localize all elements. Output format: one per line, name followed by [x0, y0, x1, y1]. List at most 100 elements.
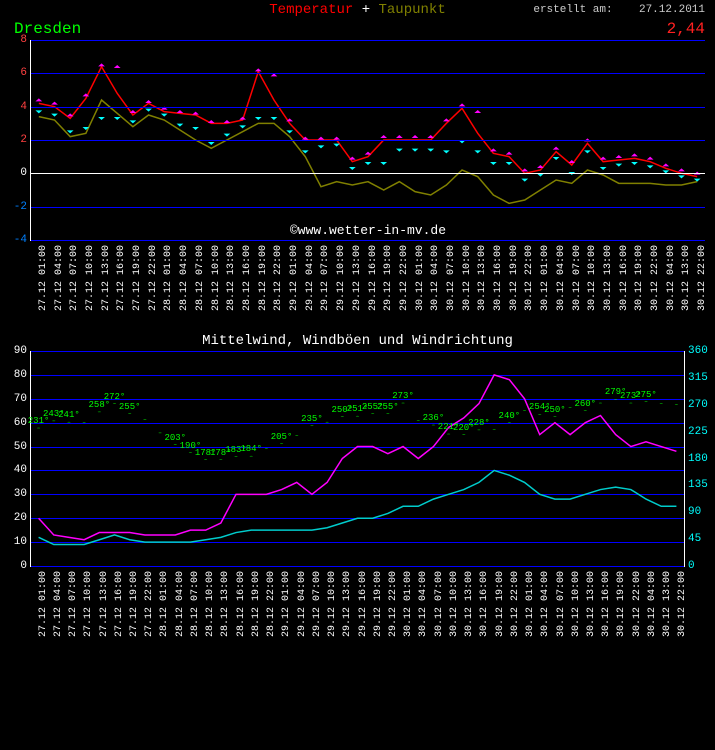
x-tick-label: 28.12 19:00 [251, 571, 262, 637]
x-tick-label: 30.12 13:00 [586, 571, 597, 637]
y-left-tick-label: 10 [3, 536, 31, 548]
x-tick-label: 29.12 07:00 [320, 245, 331, 311]
x-tick-label: 29.12 19:00 [373, 571, 384, 637]
x-tick-label: 29.12 04:00 [297, 571, 308, 637]
y-right-tick-label: 270 [684, 399, 715, 411]
y-left-tick-label: 30 [3, 488, 31, 500]
x-tick-label: 28.12 07:00 [190, 571, 201, 637]
gridline [31, 107, 705, 108]
x-tick-label: 30.12 16:00 [493, 245, 504, 311]
x-tick-label: 29.12 10:00 [336, 245, 347, 311]
y-left-tick-label: 40 [3, 464, 31, 476]
x-tick-label: 28.12 10:00 [211, 245, 222, 311]
x-tick-label: 29.12 13:00 [342, 571, 353, 637]
x-tick-label: 29.12 07:00 [312, 571, 323, 637]
x-tick-label: 29.12 04:00 [305, 245, 316, 311]
x-tick-label: 29.12 01:00 [289, 245, 300, 311]
y-right-tick-label: 315 [684, 372, 715, 384]
x-tick-label: 27.12 16:00 [116, 245, 127, 311]
x-tick-label: 30.12 04:00 [647, 571, 658, 637]
x-tick-label: 27.12 04:00 [53, 571, 64, 637]
x-tick-label: 30.12 13:00 [681, 245, 692, 311]
y-right-tick-label: 225 [684, 426, 715, 438]
plus-sign: + [362, 2, 370, 18]
x-tick-label: 30.12 04:00 [666, 245, 677, 311]
x-tick-label: 28.12 07:00 [195, 245, 206, 311]
x-tick-label: 27.12 01:00 [38, 245, 49, 311]
title-row: Temperatur + Taupunkt [269, 2, 445, 18]
x-tick-label: 27.12 01:00 [38, 571, 49, 637]
x-tick-label: 30.12 16:00 [619, 245, 630, 311]
x-tick-label: 30.12 13:00 [603, 245, 614, 311]
x-tick-label: 30.12 16:00 [601, 571, 612, 637]
x-tick-label: 30.12 07:00 [556, 571, 567, 637]
x-tick-label: 30.12 22:00 [524, 245, 535, 311]
x-tick-label: 30.12 07:00 [446, 245, 457, 311]
x-tick-label: 27.12 13:00 [99, 571, 110, 637]
x-tick-label: 29.12 19:00 [383, 245, 394, 311]
created-info: erstellt am: 27.12.2011 [533, 4, 705, 16]
x-tick-label: 29.12 13:00 [352, 245, 363, 311]
x-tick-label: 30.12 04:00 [430, 245, 441, 311]
wind-chart: 0102030405060708090045901351802252703153… [30, 351, 685, 567]
y-left-tick-label: 0 [3, 560, 31, 572]
x-tick-label: 29.12 16:00 [358, 571, 369, 637]
x-tick-label: 27.12 04:00 [54, 245, 65, 311]
y-right-tick-label: 360 [684, 345, 715, 357]
x-tick-label: 30.12 07:00 [572, 245, 583, 311]
y-right-tick-label: 45 [684, 533, 715, 545]
x-tick-label: 27.12 22:00 [144, 571, 155, 637]
chart1-area: ©www.wetter-in-mv.de -4-202468 27.12 01:… [0, 40, 715, 321]
temperature-label: Temperatur [269, 2, 353, 18]
y-left-tick-label: 60 [3, 417, 31, 429]
y-tick-label: -4 [3, 234, 31, 246]
x-tick-label: 30.12 22:00 [677, 571, 688, 637]
x-tick-label: 30.12 22:00 [650, 245, 661, 311]
x-tick-label: 29.12 10:00 [327, 571, 338, 637]
created-date: 27.12.2011 [639, 4, 705, 16]
y-tick-label: 2 [3, 134, 31, 146]
x-tick-label: 29.12 22:00 [399, 245, 410, 311]
gridline [31, 207, 705, 208]
weather-chart-container: Temperatur + Taupunkt erstellt am: 27.12… [0, 0, 715, 750]
x-tick-label: 30.12 10:00 [571, 571, 582, 637]
x-tick-label: 30.12 19:00 [495, 571, 506, 637]
chart2-xaxis: 27.12 01:0027.12 04:0027.12 07:0027.12 1… [30, 567, 685, 647]
x-tick-label: 30.12 04:00 [540, 571, 551, 637]
temperature-chart: ©www.wetter-in-mv.de -4-202468 [30, 40, 705, 241]
x-tick-label: 30.12 01:00 [540, 245, 551, 311]
x-tick-label: 30.12 13:00 [464, 571, 475, 637]
x-tick-label: 28.12 16:00 [236, 571, 247, 637]
chart1-subtitle: Dresden 2,44 [0, 20, 715, 40]
x-tick-label: 28.12 01:00 [159, 571, 170, 637]
x-tick-label: 30.12 16:00 [479, 571, 490, 637]
x-tick-label: 27.12 10:00 [85, 245, 96, 311]
x-tick-label: 28.12 04:00 [179, 245, 190, 311]
x-tick-label: 30.12 19:00 [509, 245, 520, 311]
x-tick-label: 29.12 16:00 [368, 245, 379, 311]
x-tick-label: 30.12 10:00 [587, 245, 598, 311]
chart2-title: Mittelwind, Windböen und Windrichtung [0, 321, 715, 351]
x-tick-label: 28.12 04:00 [175, 571, 186, 637]
gridline [31, 140, 705, 141]
x-tick-label: 28.12 01:00 [163, 245, 174, 311]
x-tick-label: 29.12 22:00 [388, 571, 399, 637]
x-tick-label: 29.12 01:00 [281, 571, 292, 637]
x-tick-label: 28.12 19:00 [258, 245, 269, 311]
y-right-tick-label: 90 [684, 506, 715, 518]
x-tick-label: 30.12 01:00 [415, 245, 426, 311]
x-tick-label: 30.12 04:00 [418, 571, 429, 637]
x-tick-label: 28.12 13:00 [220, 571, 231, 637]
gridline [31, 40, 705, 41]
x-tick-label: 30.12 22:00 [632, 571, 643, 637]
x-tick-label: 30.12 22:00 [510, 571, 521, 637]
x-tick-label: 28.12 22:00 [273, 245, 284, 311]
x-tick-label: 30.12 22:00 [697, 245, 708, 311]
chart1-xaxis: 27.12 01:0027.12 04:0027.12 07:0027.12 1… [30, 241, 705, 321]
y-left-tick-label: 90 [3, 345, 31, 357]
x-tick-label: 27.12 22:00 [148, 245, 159, 311]
gridline [31, 73, 705, 74]
x-tick-label: 30.12 01:00 [525, 571, 536, 637]
x-tick-label: 30.12 04:00 [556, 245, 567, 311]
x-tick-label: 30.12 19:00 [634, 245, 645, 311]
